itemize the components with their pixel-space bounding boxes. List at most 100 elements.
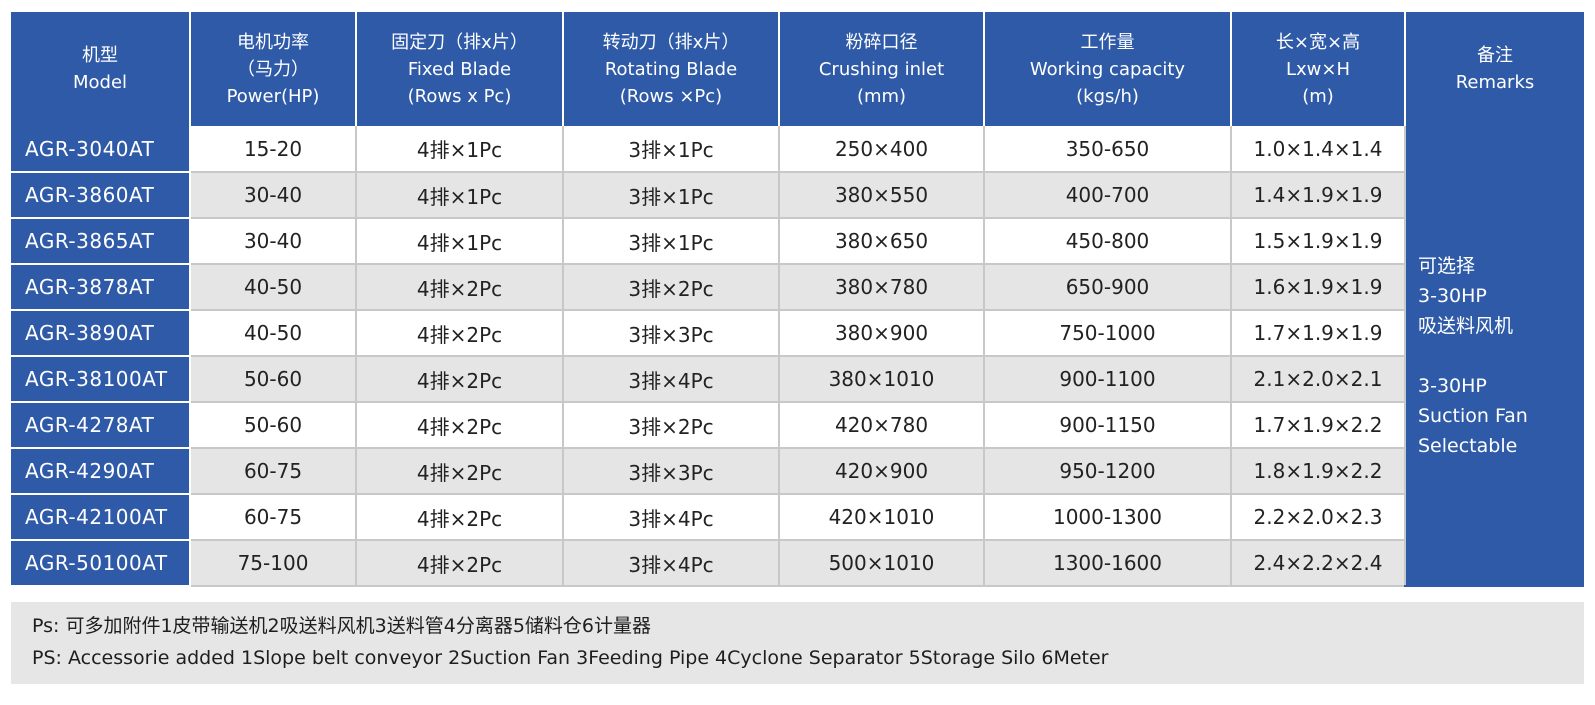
model-cell: AGR-42100AT bbox=[11, 494, 191, 541]
working-capacity-cell: 1300-1600 bbox=[984, 540, 1232, 587]
remarks-spacer bbox=[1418, 341, 1580, 371]
header-dimensions-unit: (m) bbox=[1302, 85, 1334, 107]
table-row: AGR-3860AT 30-40 4排×1Pc 3排×1Pc 380×550 4… bbox=[11, 172, 1584, 219]
rotating-blade-cell: 3排×1Pc bbox=[563, 126, 780, 173]
fixed-blade-cell: 4排×2Pc bbox=[356, 310, 564, 357]
header-working-capacity-unit: (kgs/h) bbox=[1076, 85, 1139, 107]
working-capacity-cell: 450-800 bbox=[984, 218, 1232, 265]
model-cell: AGR-3890AT bbox=[11, 310, 191, 357]
table-row: AGR-3890AT 40-50 4排×2Pc 3排×3Pc 380×900 7… bbox=[11, 310, 1584, 357]
table-row: AGR-42100AT 60-75 4排×2Pc 3排×4Pc 420×1010… bbox=[11, 494, 1584, 541]
header-fixed-blade-en: Fixed Blade bbox=[407, 58, 512, 80]
accessories-note-en: PS: Accessorie added 1Slope belt conveyo… bbox=[32, 647, 1109, 669]
crushing-inlet-cell: 380×780 bbox=[779, 264, 985, 311]
header-rotating-blade-en: Rotating Blade bbox=[604, 58, 738, 80]
model-cell: AGR-3865AT bbox=[11, 218, 191, 265]
crushing-inlet-cell: 380×650 bbox=[779, 218, 985, 265]
working-capacity-cell: 950-1200 bbox=[984, 448, 1232, 495]
power-cell: 75-100 bbox=[190, 540, 357, 587]
header-rotating-blade-cn: 转动刀（排x片） bbox=[602, 31, 740, 53]
working-capacity-cell: 750-1000 bbox=[984, 310, 1232, 357]
fixed-blade-cell: 4排×1Pc bbox=[356, 126, 564, 173]
power-cell: 60-75 bbox=[190, 448, 357, 495]
model-cell: AGR-3860AT bbox=[11, 172, 191, 219]
remarks-en-line-1: 3-30HP bbox=[1418, 374, 1487, 397]
header-working-capacity-en: Working capacity bbox=[1029, 58, 1186, 80]
dimensions-cell: 1.8×1.9×2.2 bbox=[1231, 448, 1406, 495]
header-rotating-blade: 转动刀（排x片） Rotating Blade (Rows ×Pc) bbox=[563, 12, 780, 126]
table-row: AGR-4290AT 60-75 4排×2Pc 3排×3Pc 420×900 9… bbox=[11, 448, 1584, 495]
fixed-blade-cell: 4排×2Pc bbox=[356, 540, 564, 587]
header-fixed-blade-unit: (Rows x Pc) bbox=[407, 85, 512, 107]
crushing-inlet-cell: 500×1010 bbox=[779, 540, 985, 587]
header-fixed-blade-cn: 固定刀（排x片） bbox=[391, 31, 528, 53]
dimensions-cell: 1.7×1.9×2.2 bbox=[1231, 402, 1406, 449]
rotating-blade-cell: 3排×3Pc bbox=[563, 310, 780, 357]
model-cell: AGR-4290AT bbox=[11, 448, 191, 495]
rotating-blade-cell: 3排×4Pc bbox=[563, 494, 780, 541]
crushing-inlet-cell: 380×550 bbox=[779, 172, 985, 219]
crushing-inlet-cell: 420×1010 bbox=[779, 494, 985, 541]
dimensions-cell: 1.7×1.9×1.9 bbox=[1231, 310, 1406, 357]
crushing-inlet-cell: 420×900 bbox=[779, 448, 985, 495]
header-power-cn-unit: （马力） bbox=[237, 58, 309, 80]
table-row: AGR-50100AT 75-100 4排×2Pc 3排×4Pc 500×101… bbox=[11, 540, 1584, 587]
header-model: 机型 Model bbox=[11, 12, 191, 126]
header-remarks-cn: 备注 bbox=[1477, 45, 1513, 66]
rotating-blade-cell: 3排×3Pc bbox=[563, 448, 780, 495]
table-row: AGR-3878AT 40-50 4排×2Pc 3排×2Pc 380×780 6… bbox=[11, 264, 1584, 311]
rotating-blade-cell: 3排×1Pc bbox=[563, 172, 780, 219]
accessories-note-cn: Ps: 可多加附件1皮带输送机2吸送料风机3送料管4分离器5储料仓6计量器 bbox=[32, 615, 651, 637]
table-row: AGR-38100AT 50-60 4排×2Pc 3排×4Pc 380×1010… bbox=[11, 356, 1584, 403]
fixed-blade-cell: 4排×2Pc bbox=[356, 402, 564, 449]
header-dimensions-en: Lxw×H bbox=[1285, 58, 1351, 80]
header-model-en: Model bbox=[72, 72, 128, 93]
model-cell: AGR-50100AT bbox=[11, 540, 191, 587]
header-rotating-blade-unit: (Rows ×Pc) bbox=[619, 85, 723, 107]
header-crushing-inlet-unit: (mm) bbox=[856, 85, 907, 107]
dimensions-cell: 1.6×1.9×1.9 bbox=[1231, 264, 1406, 311]
rotating-blade-cell: 3排×4Pc bbox=[563, 540, 780, 587]
dimensions-cell: 2.2×2.0×2.3 bbox=[1231, 494, 1406, 541]
header-working-capacity: 工作量 Working capacity (kgs/h) bbox=[984, 12, 1232, 126]
dimensions-cell: 1.4×1.9×1.9 bbox=[1231, 172, 1406, 219]
remarks-en-line-3: Selectable bbox=[1418, 434, 1518, 457]
crushing-inlet-cell: 380×900 bbox=[779, 310, 985, 357]
table-row: AGR-3040AT 15-20 4排×1Pc 3排×1Pc 250×400 3… bbox=[11, 126, 1584, 587]
remarks-cn-line-2: 3-30HP bbox=[1418, 284, 1487, 307]
model-cell: AGR-3040AT bbox=[11, 126, 191, 173]
header-power-cn: 电机功率 bbox=[237, 31, 309, 53]
table-row: AGR-4278AT 50-60 4排×2Pc 3排×2Pc 420×780 9… bbox=[11, 402, 1584, 449]
power-cell: 50-60 bbox=[190, 402, 357, 449]
working-capacity-cell: 400-700 bbox=[984, 172, 1232, 219]
header-crushing-inlet-cn: 粉碎口径 bbox=[845, 31, 918, 53]
working-capacity-cell: 1000-1300 bbox=[984, 494, 1232, 541]
rotating-blade-cell: 3排×2Pc bbox=[563, 402, 780, 449]
table-body: AGR-3040AT 15-20 4排×1Pc 3排×1Pc 250×400 3… bbox=[11, 126, 1584, 587]
power-cell: 60-75 bbox=[190, 494, 357, 541]
working-capacity-cell: 900-1150 bbox=[984, 402, 1232, 449]
header-remarks-en: Remarks bbox=[1455, 72, 1535, 93]
power-cell: 30-40 bbox=[190, 172, 357, 219]
fixed-blade-cell: 4排×2Pc bbox=[356, 356, 564, 403]
dimensions-cell: 2.1×2.0×2.1 bbox=[1231, 356, 1406, 403]
spec-table: 机型 Model 电机功率 （马力） Power(HP) 固定刀（排x片） Fi… bbox=[11, 12, 1584, 587]
rotating-blade-cell: 3排×4Pc bbox=[563, 356, 780, 403]
header-crushing-inlet: 粉碎口径 Crushing inlet (mm) bbox=[779, 12, 985, 126]
model-cell: AGR-3878AT bbox=[11, 264, 191, 311]
power-cell: 30-40 bbox=[190, 218, 357, 265]
crushing-inlet-cell: 420×780 bbox=[779, 402, 985, 449]
working-capacity-cell: 900-1100 bbox=[984, 356, 1232, 403]
header-working-capacity-cn: 工作量 bbox=[1080, 31, 1135, 53]
header-power: 电机功率 （马力） Power(HP) bbox=[190, 12, 357, 126]
header-remarks: 备注 Remarks bbox=[1405, 12, 1584, 126]
rotating-blade-cell: 3排×1Pc bbox=[563, 218, 780, 265]
header-dimensions: 长×宽×高 Lxw×H (m) bbox=[1231, 12, 1406, 126]
dimensions-cell: 1.0×1.4×1.4 bbox=[1231, 126, 1406, 173]
fixed-blade-cell: 4排×2Pc bbox=[356, 494, 564, 541]
fixed-blade-cell: 4排×1Pc bbox=[356, 172, 564, 219]
working-capacity-cell: 350-650 bbox=[984, 126, 1232, 173]
power-cell: 50-60 bbox=[190, 356, 357, 403]
header-fixed-blade: 固定刀（排x片） Fixed Blade (Rows x Pc) bbox=[356, 12, 564, 126]
